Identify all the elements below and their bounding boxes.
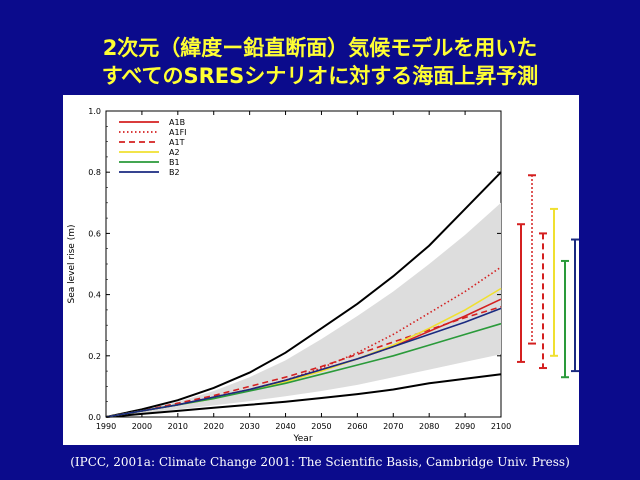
series-line-a1fi: [105, 266, 502, 418]
legend-label-a1b: A1B: [169, 118, 185, 127]
y-tick-label: 0.2: [88, 352, 101, 361]
series-line-a1t: [105, 306, 502, 418]
x-tick-label: 2000: [132, 422, 152, 431]
legend-label-a2: A2: [169, 148, 180, 157]
legend-label-a1fi: A1FI: [169, 128, 187, 137]
legend-label-b2: B2: [169, 168, 180, 177]
sea-level-chart: 1990 2000 2010 2020 2030 2040 2050 2060 2070 2080…: [67, 107, 579, 444]
source-caption: (IPCC, 2001a: Climate Change 2001: The S…: [70, 455, 570, 469]
x-tick-label: 2040: [275, 422, 295, 431]
x-axis-label: Year: [292, 434, 312, 444]
x-tick-label: 2050: [311, 422, 331, 431]
x-tick-label: 2010: [168, 422, 188, 431]
series-line-b2: [105, 307, 502, 418]
shaded-band-layer: [106, 202, 501, 417]
axis-layer: 1990 2000 2010 2020 2030 2040 2050 2060 2070 2080…: [88, 107, 511, 431]
x-tick-label: 2100: [491, 422, 511, 431]
x-tick-label: 2060: [347, 422, 367, 431]
envelope-lower-line: [105, 373, 502, 418]
y-tick-label: 0.8: [88, 168, 101, 177]
x-tick-label: 2090: [455, 422, 475, 431]
slide-title-line2: すべてのSRESシナリオに対する海面上昇予測: [101, 64, 539, 88]
envelope-upper-line: [105, 171, 502, 418]
shaded-band: [106, 202, 501, 417]
x-tick-label: 2020: [204, 422, 224, 431]
x-tick-label: 2030: [239, 422, 259, 431]
slide-title-line1: 2次元（緯度ー鉛直断面）気候モデルを用いた: [102, 36, 538, 60]
x-tick-label: 2070: [383, 422, 403, 431]
range-bars: [517, 174, 579, 379]
x-tick-label: 1990: [96, 422, 116, 431]
chart-panel: 1990 2000 2010 2020 2030 2040 2050 2060 2070 2080…: [63, 95, 579, 445]
series-layer: [105, 171, 502, 418]
y-tick-label: 0.4: [88, 291, 101, 300]
y-tick-label: 1.0: [88, 107, 101, 116]
x-tick-label: 2080: [419, 422, 439, 431]
legend-label-b1: B1: [169, 158, 180, 167]
y-tick-label: 0.0: [88, 413, 101, 422]
y-tick-label: 0.6: [88, 229, 101, 238]
legend-label-a1t: A1T: [169, 138, 185, 147]
y-axis-label: Sea level rise (m): [67, 225, 77, 304]
